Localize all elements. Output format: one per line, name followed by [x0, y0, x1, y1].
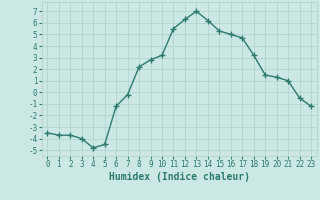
X-axis label: Humidex (Indice chaleur): Humidex (Indice chaleur) [109, 172, 250, 182]
